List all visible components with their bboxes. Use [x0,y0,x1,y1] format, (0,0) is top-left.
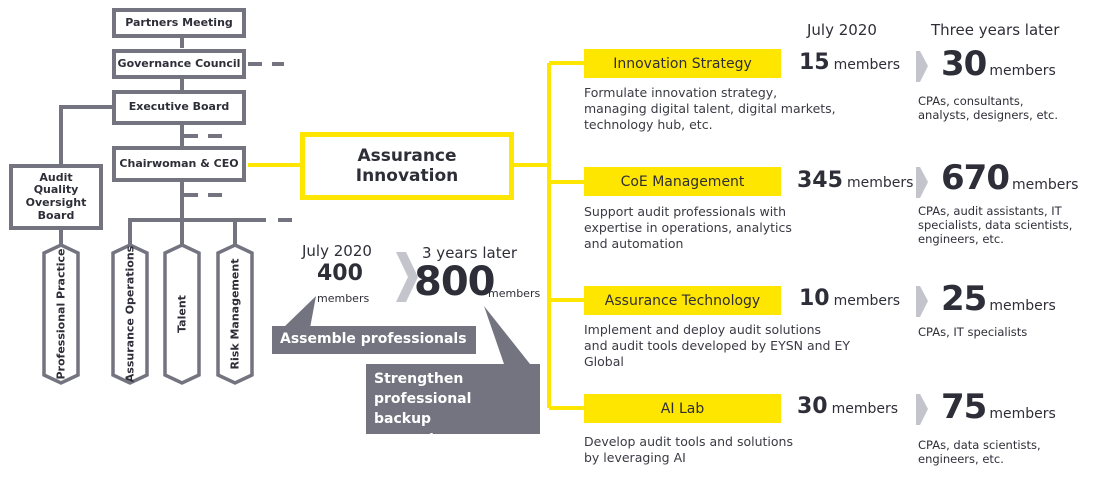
member-unit: members [833,57,901,73]
description-line: Develop audit tools and solutions [584,434,793,449]
description-line: Support audit professionals with [584,204,786,219]
hexagon-shape [111,243,149,385]
callout-assemble-professionals: Assemble professionals [272,326,476,354]
member-count: 30 [941,44,987,84]
unit-innovation-strategy-label: Innovation Strategy [584,49,781,78]
department-label: Talent [175,295,189,333]
roles-line: CPAs, IT specialists [918,325,1028,339]
unit-current-members: 15 members [799,50,900,75]
column-header-current: July 2020 [807,21,877,39]
callout-line: Strengthen [374,371,464,387]
member-unit: members [989,63,1056,79]
unit-ai-lab-label: AI Lab [584,394,781,423]
unit-future-members: 670 members [941,158,1078,198]
description-line: expertise in operations, analytics [584,220,792,235]
description-line: technology hub, etc. [584,117,713,132]
callout-line: support [374,431,436,447]
callout-line: professional backup [374,391,472,427]
callout-text: Assemble professionals [280,331,467,347]
description-line: Implement and deploy audit solutions [584,322,822,337]
growth-from-unit: members [317,292,370,305]
unit-description: Implement and deploy audit solutions and… [584,322,850,370]
unit-roles: CPAs, audit assistants, IT specialists, … [918,204,1072,246]
unit-coe-management-label: CoE Management [584,167,781,196]
partners-meeting-label: Partners Meeting [125,15,233,29]
member-unit: members [989,298,1056,314]
growth-to-value: 800 [414,259,495,305]
department-talent: Talent [163,243,201,385]
department-risk-management: Risk Management [216,243,254,385]
member-count: 30 [797,394,828,419]
member-count: 25 [941,279,987,319]
growth-from-value: 400 [317,261,363,286]
member-unit: members [1011,177,1079,193]
description-line: by leveraging AI [584,450,686,465]
member-count: 345 [797,168,843,193]
member-count: 670 [941,158,1010,198]
unit-roles: CPAs, consultants, analysts, designers, … [918,94,1058,122]
governance-council-box: Governance Council [112,49,246,79]
column-header-future: Three years later [931,21,1060,39]
hexagon-shape [216,243,254,385]
unit-name: Assurance Technology [604,292,761,309]
roles-line: CPAs, data scientists, [918,438,1041,452]
assurance-innovation-title-line1: Assurance [357,145,457,166]
unit-description: Formulate innovation strategy, managing … [584,85,836,133]
unit-current-members: 345 members [797,168,913,193]
department-professional-practice: Professional Practice [42,243,80,385]
unit-current-members: 30 members [797,394,898,419]
unit-future-members: 30 members [941,44,1056,84]
growth-to-label: 3 years later [422,244,517,262]
executive-board-box: Executive Board [112,90,246,125]
unit-name: Innovation Strategy [613,55,752,72]
unit-roles: CPAs, IT specialists [918,325,1027,339]
unit-description: Support audit professionals with experti… [584,204,792,252]
department-label: Risk Management [228,258,242,370]
member-unit: members [989,406,1056,422]
roles-line: CPAs, audit assistants, IT [918,204,1062,218]
growth-to-unit: members [488,287,541,300]
governance-council-label: Governance Council [117,56,241,70]
audit-quality-oversight-board-box: Audit Quality Oversight Board [9,164,103,230]
chairwoman-ceo-box: Chairwoman & CEO [112,146,246,182]
description-line: managing digital talent, digital markets… [584,101,836,116]
unit-future-members: 25 members [941,279,1056,319]
hexagon-shape [163,243,201,385]
assurance-innovation-box: Assurance Innovation [300,132,514,200]
description-line: Global [584,354,624,369]
description-line: Formulate innovation strategy, [584,85,778,100]
partners-meeting-box: Partners Meeting [112,8,246,38]
callout-strengthen-support: Strengthen professional backup support [366,364,540,447]
unit-current-members: 10 members [799,286,900,311]
member-count: 75 [941,387,987,427]
member-count: 10 [799,286,830,311]
unit-roles: CPAs, data scientists, engineers, etc. [918,438,1041,466]
executive-board-label: Executive Board [128,100,230,114]
department-label: Professional Practice [54,248,68,380]
member-unit: members [846,175,914,191]
department-label: Assurance Operations [123,245,137,383]
member-unit: members [833,293,901,309]
assurance-innovation-title-line2: Innovation [355,166,459,186]
department-assurance-operations: Assurance Operations [111,243,149,385]
hexagon-shape [42,243,80,385]
description-line: and audit tools developed by EYSN and EY [584,338,850,353]
roles-line: engineers, etc. [918,232,1004,246]
unit-future-members: 75 members [941,387,1056,427]
unit-description: Develop audit tools and solutions by lev… [584,434,793,466]
unit-name: CoE Management [620,173,745,190]
roles-line: specialists, data scientists, [918,218,1073,232]
member-unit: members [831,401,899,417]
roles-line: engineers, etc. [918,452,1004,466]
unit-assurance-technology-label: Assurance Technology [584,286,781,315]
member-count: 15 [799,50,830,75]
growth-from-label: July 2020 [302,242,372,260]
unit-name: AI Lab [660,400,705,417]
roles-line: CPAs, consultants, [918,94,1024,108]
audit-quality-oversight-board-label: Audit Quality Oversight Board [25,170,87,222]
roles-line: analysts, designers, etc. [918,108,1059,122]
description-line: and automation [584,236,684,251]
chairwoman-ceo-label: Chairwoman & CEO [119,156,239,170]
